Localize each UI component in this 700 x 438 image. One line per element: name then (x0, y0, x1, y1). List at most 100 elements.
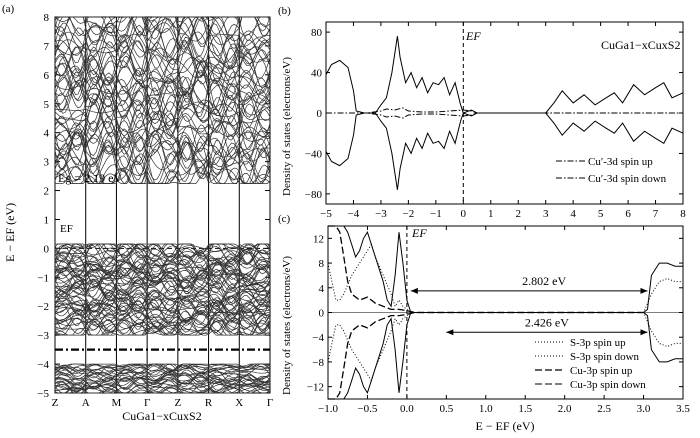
band-line (54, 293, 271, 324)
y-tick-label: −8 (312, 357, 324, 369)
band-line (54, 364, 271, 380)
band-line (54, 243, 271, 260)
band-line (54, 141, 271, 184)
y-tick-label: 80 (311, 27, 323, 39)
kpoint-label: Z (52, 397, 59, 409)
kpoint-label: Z (174, 397, 181, 409)
x-tick-label: 2 (515, 208, 521, 220)
band-line (54, 273, 271, 300)
y-tick-label: −5 (37, 388, 49, 400)
legend-entry: Cu-3p spin down (570, 379, 646, 391)
x-tick-label: 0.5 (439, 403, 453, 415)
band-line (54, 16, 271, 58)
band-line (54, 46, 271, 98)
band-line (54, 91, 271, 141)
band-line (54, 381, 271, 394)
x-tick-label: 1.0 (479, 403, 493, 415)
band-line (54, 144, 271, 184)
band-line (54, 90, 271, 140)
x-tick-label: 3 (543, 208, 549, 220)
kpoint-label: A (82, 397, 90, 409)
legend-entry: Cu′-3d spin down (588, 173, 667, 185)
band-line (54, 75, 271, 109)
x-tick-label: −1 (430, 208, 442, 220)
y-tick-label: −40 (305, 148, 323, 160)
x-tick-label: 2.0 (558, 403, 572, 415)
panel-a-y-axis-label: E − EF (eV) (3, 203, 17, 262)
panel-a-label: (a) (2, 3, 15, 15)
series-line-cu-3p-spin-up (328, 225, 644, 314)
x-tick-label: 1.5 (518, 403, 532, 415)
x-tick-label: 3.5 (676, 403, 690, 415)
y-tick-label: −1 (37, 272, 49, 284)
panel-c-gap-arrows: 2.802 eV 2.426 eV (328, 274, 683, 336)
y-tick-label: 4 (319, 283, 325, 295)
band-line (54, 263, 271, 290)
band-line (54, 244, 271, 271)
gap-arrow-head (640, 287, 648, 294)
band-line (54, 314, 271, 336)
band-line (54, 268, 271, 294)
band-line (54, 298, 271, 328)
band-line (54, 114, 271, 166)
band-line (54, 296, 271, 326)
band-line (54, 269, 271, 300)
band-line (54, 72, 271, 118)
kpoint-label: R (205, 397, 213, 409)
y-tick-label: −2 (37, 301, 49, 313)
panel-c-axes: −1.0 −0.5 0.0 0.5 1.0 1.5 2.0 2.5 3.0 3.5 −12 −8 −4 0… (307, 226, 690, 415)
band-line (54, 55, 271, 112)
gap-label: 2.426 eV (525, 315, 569, 329)
band-line (54, 366, 271, 382)
panel-c-x-axis-label: E − EF (eV) (475, 419, 534, 433)
panel-c-y-axis-label: Density of states (electrons/eV) (281, 256, 293, 395)
band-line (54, 16, 271, 41)
panel-b-legend: Cu′-3d spin up Cu′-3d spin down (556, 156, 667, 185)
gap-arrow-head (446, 329, 454, 336)
panel-b-label: (b) (278, 5, 291, 17)
x-tick-label: −2 (403, 208, 415, 220)
y-tick-label: 0 (317, 108, 323, 120)
x-tick-label: 6 (625, 208, 631, 220)
band-line (54, 35, 271, 86)
y-tick-label: 8 (319, 258, 325, 270)
y-tick-label: 3 (44, 157, 50, 169)
band-line (54, 142, 271, 184)
panel-a: (a) −5 −4 −3 −2 −1 0 1 2 3 4 5 6 7 8 Z A M Γ Z R X Γ Eg = 2.… (2, 3, 273, 423)
x-tick-label: 5 (598, 208, 604, 220)
y-tick-label: 7 (44, 41, 50, 53)
band-line (54, 243, 271, 265)
band-line (54, 363, 271, 377)
band-line (54, 131, 271, 184)
y-tick-label: 0 (44, 243, 50, 255)
legend-entry: S-3p spin down (570, 351, 640, 363)
band-line (54, 297, 271, 330)
band-line (54, 363, 271, 370)
band-line (54, 65, 271, 119)
x-tick-label: 4 (570, 208, 576, 220)
band-line (54, 34, 271, 83)
band-line (54, 287, 271, 313)
band-line (54, 380, 271, 394)
kpoint-label: Γ (267, 397, 273, 409)
panel-c-legend: S-3p spin up S-3p spin down Cu-3p spin u… (535, 337, 646, 391)
band-line (54, 119, 271, 174)
y-tick-label: −4 (312, 332, 324, 344)
band-line (54, 289, 271, 321)
x-tick-label: 3.0 (637, 403, 651, 415)
band-line (54, 308, 271, 336)
band-line (54, 68, 271, 110)
band-line (54, 16, 271, 40)
panel-a-gap-label: Eg = 2.19 eV (58, 171, 122, 185)
band-line (54, 243, 271, 271)
y-tick-label: 6 (44, 70, 50, 82)
panel-c: (c) −1.0 −0.5 0.0 0.5 1.0 1.5 2.0 2.5 3.0 3.5−12−… (278, 213, 690, 433)
panel-a-bands (54, 16, 271, 394)
x-tick-label: 0 (461, 208, 467, 220)
band-line (54, 261, 271, 292)
band-line (54, 120, 271, 164)
y-tick-label: 8 (44, 12, 50, 24)
band-line (54, 285, 271, 319)
y-tick-label: 2 (44, 186, 50, 198)
